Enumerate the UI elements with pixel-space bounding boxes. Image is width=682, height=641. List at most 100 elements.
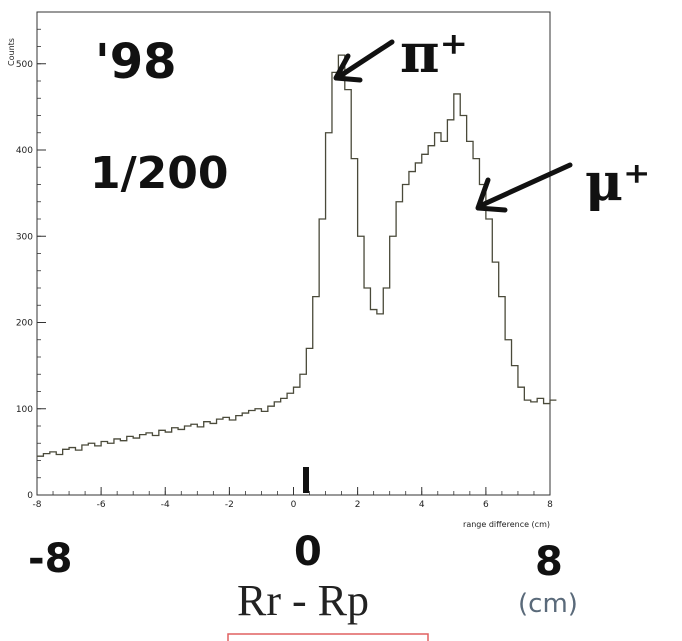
- histogram-bin: [326, 133, 332, 495]
- histogram-bin: [191, 424, 197, 495]
- histogram-bin: [377, 314, 383, 495]
- x-right-annotation: 8: [535, 539, 563, 585]
- histogram-bin: [403, 185, 409, 496]
- x-tick-label: 2: [355, 500, 361, 510]
- histogram-bin: [287, 393, 293, 495]
- histogram-bin: [492, 262, 498, 495]
- histogram-bin: [435, 133, 441, 495]
- x-tick-label: 8: [547, 500, 553, 510]
- x-tick-label: -4: [161, 500, 170, 510]
- histogram-bin: [75, 450, 81, 495]
- histogram-bin: [358, 236, 364, 495]
- histogram-bin: [531, 402, 537, 495]
- histogram-bin: [467, 141, 473, 495]
- histogram-bin: [101, 442, 107, 495]
- histogram-bin: [43, 454, 49, 495]
- pion-arrow: [333, 39, 395, 83]
- histogram-bin: [204, 422, 210, 495]
- x-zero-annotation: 0: [294, 529, 322, 575]
- red-underline-box: [227, 633, 429, 641]
- histogram-bin: [178, 429, 184, 495]
- histogram-line: [37, 54, 557, 457]
- y-tick-label: 200: [16, 319, 33, 329]
- y-tick-label: 100: [16, 405, 33, 415]
- muon-label: μ⁺: [585, 152, 651, 213]
- histogram-bin: [88, 443, 94, 495]
- histogram-bin: [236, 416, 242, 495]
- histogram-bin: [159, 430, 165, 495]
- histogram-bin: [319, 219, 325, 495]
- y-tick-label: 0: [27, 491, 33, 501]
- histogram-bin: [499, 297, 505, 495]
- x-axis-label: range difference (cm): [463, 520, 550, 529]
- histogram-bin: [396, 202, 402, 495]
- histogram-bin: [249, 410, 255, 495]
- histogram-bin: [172, 428, 178, 495]
- year-annotation: '98: [95, 34, 177, 90]
- histogram-bin: [242, 413, 248, 495]
- histogram-bin: [274, 402, 280, 495]
- histogram-bin: [294, 387, 300, 495]
- histogram-bin: [133, 438, 139, 495]
- histogram-bin: [255, 409, 261, 495]
- histogram-bin: [82, 445, 88, 495]
- histogram-bin: [108, 443, 114, 495]
- histogram-bin: [50, 452, 56, 495]
- histogram-bin: [140, 435, 146, 495]
- zero-mark: [303, 467, 309, 493]
- x-tick-label: -6: [97, 500, 106, 510]
- prescale-annotation: 1/200: [90, 148, 229, 199]
- y-tick-label: 300: [16, 232, 33, 242]
- histogram-bin: [338, 55, 344, 495]
- x-tick-label: 4: [419, 500, 425, 510]
- histogram-bin: [184, 426, 190, 495]
- pion-label: π⁺: [400, 21, 468, 85]
- histogram-bin: [146, 433, 152, 495]
- histogram-bin: [390, 236, 396, 495]
- histogram-bin: [518, 387, 524, 495]
- histogram-bin: [332, 72, 338, 495]
- histogram-bin: [165, 432, 171, 495]
- histogram-bin: [383, 288, 389, 495]
- histogram-bin: [120, 441, 126, 495]
- histogram-bin: [364, 288, 370, 495]
- histogram-bin: [550, 400, 556, 495]
- histogram-bin: [524, 400, 530, 495]
- histogram-bin: [261, 411, 267, 495]
- x-tick-label: 0: [291, 500, 297, 510]
- y-tick-label: 400: [16, 146, 33, 156]
- histogram-bin: [537, 398, 543, 495]
- histogram-bin: [486, 219, 492, 495]
- x-tick-label: -8: [33, 500, 42, 510]
- histogram-bin: [69, 448, 75, 495]
- y-tick-label: 500: [16, 60, 33, 70]
- histogram-bin: [544, 404, 550, 495]
- histogram-bin: [197, 427, 203, 495]
- histogram-bin: [447, 120, 453, 495]
- histogram-bin: [229, 420, 235, 495]
- quantity-label: Rr - Rp: [237, 576, 369, 625]
- histogram-bin: [370, 310, 376, 495]
- histogram-bin: [37, 456, 43, 495]
- histogram-bin: [114, 439, 120, 495]
- muon-arrow: [475, 162, 573, 213]
- x-tick-label: 6: [483, 500, 489, 510]
- histogram-bin: [56, 454, 62, 495]
- histogram-bin: [345, 90, 351, 495]
- histogram-bin: [281, 398, 287, 495]
- histogram-bin: [422, 154, 428, 495]
- histogram-bin: [95, 446, 101, 495]
- histogram-bin: [217, 419, 223, 495]
- histogram-bin: [441, 141, 447, 495]
- histogram-bin: [351, 159, 357, 495]
- histogram-bin: [460, 116, 466, 496]
- histogram-bin: [152, 435, 158, 495]
- y-axis-label: Counts: [7, 38, 16, 66]
- plot-area: -8 -6 -4 -2 0 2 4 6 8 0 100 200 300 400 500 range diffe…: [7, 11, 557, 529]
- histogram-bin: [268, 406, 274, 495]
- x-left-annotation: -8: [28, 536, 72, 582]
- unit-label: (cm): [518, 589, 578, 619]
- x-tick-label: -2: [225, 500, 234, 510]
- histogram-bin: [409, 172, 415, 495]
- histogram-bin: [428, 146, 434, 495]
